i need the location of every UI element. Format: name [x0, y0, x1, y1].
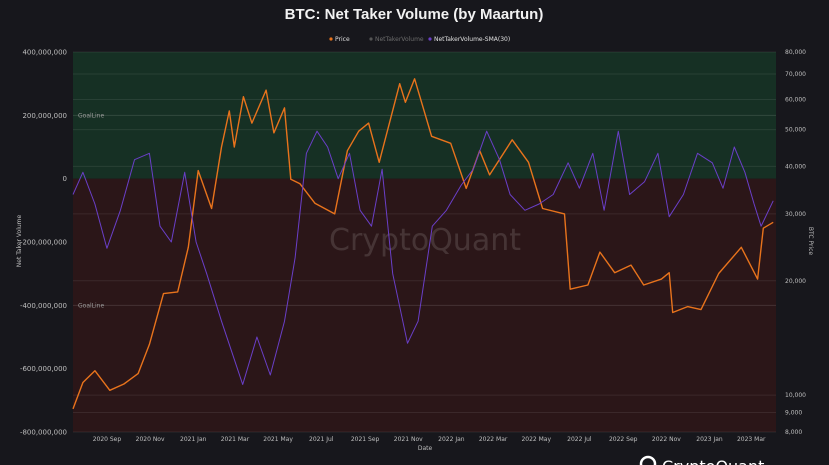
x-tick-label: 2022 Sep — [609, 436, 638, 443]
right-tick-label: 60,000 — [785, 96, 806, 103]
right-tick-label: 40,000 — [785, 163, 806, 170]
left-tick-label: -600,000,000 — [20, 365, 67, 373]
goal-line-label-1: GoalLine — [78, 302, 104, 309]
legend-marker — [329, 37, 333, 41]
legend-item[interactable]: Price — [335, 36, 350, 43]
series-line-price — [72, 78, 774, 410]
background-zones — [73, 52, 776, 432]
right-tick-label: 30,000 — [785, 211, 806, 218]
goal-line-label-0: GoalLine — [78, 112, 104, 119]
left-tick-label: 200,000,000 — [22, 112, 67, 120]
chart-title: BTC: Net Taker Volume (by Maartun) — [285, 6, 544, 23]
brand-logo-icon — [639, 455, 657, 465]
x-tick-label: 2020 Nov — [136, 436, 165, 443]
right-tick-label: 8,000 — [785, 429, 802, 436]
left-tick-label: -800,000,000 — [20, 429, 67, 437]
series-line-nettakervolume-sma-30- — [72, 130, 774, 385]
x-tick-label: 2021 Jul — [309, 436, 334, 443]
x-tick-label: 2022 Nov — [652, 436, 681, 443]
legend-marker — [428, 37, 432, 41]
x-tick-label: 2021 May — [263, 436, 293, 443]
x-tick-label: 2021 Sep — [351, 436, 380, 443]
x-tick-label: 2021 Jan — [180, 436, 207, 443]
x-tick-label: 2023 Mar — [737, 436, 766, 443]
x-tick-label: 2020 Sep — [93, 436, 122, 443]
brand-logo: CryptoQuant — [639, 455, 764, 465]
x-tick-label: 2022 Jan — [438, 436, 465, 443]
series-lines — [72, 78, 774, 410]
right-tick-label: 9,000 — [785, 410, 802, 417]
goal-lines: GoalLine GoalLine — [73, 112, 776, 309]
legend-marker — [369, 37, 373, 41]
left-tick-label: 0 — [63, 175, 67, 183]
right-tick-label: 50,000 — [785, 127, 806, 134]
left-tick-label: 400,000,000 — [22, 49, 67, 57]
x-axis-title: Date — [418, 445, 433, 452]
right-tick-label: 20,000 — [785, 278, 806, 285]
brand-name: CryptoQuant — [662, 457, 764, 465]
zone-1 — [73, 178, 776, 432]
legend-item[interactable]: NetTakerVolume-SMA(30) — [434, 36, 510, 43]
x-tick-label: 2021 Nov — [394, 436, 423, 443]
left-axis-ticks: 400,000,000 200,000,000 0 -200,000,000 -400,… — [20, 49, 67, 437]
x-tick-label: 2022 Jul — [567, 436, 592, 443]
x-axis-ticks: 2020 Sep 2020 Nov 2021 Jan 2021 Mar 2021 May… — [93, 436, 766, 443]
x-tick-label: 2022 Mar — [479, 436, 508, 443]
x-tick-label: 2023 Jan — [696, 436, 723, 443]
left-tick-label: -400,000,000 — [20, 302, 67, 310]
legend-item[interactable]: NetTakerVolume — [375, 36, 424, 43]
x-tick-label: 2021 Mar — [221, 436, 250, 443]
right-tick-label: 10,000 — [785, 392, 806, 399]
watermark: CryptoQuant — [329, 223, 521, 258]
left-axis-title: Net Taker Volume — [16, 214, 23, 267]
right-tick-label: 80,000 — [785, 49, 806, 56]
right-axis-title: BTC Price — [807, 227, 814, 255]
right-axis-ticks: 80,000 70,000 60,000 50,000 40,000 30,000 20,0… — [785, 49, 806, 436]
x-tick-label: 2022 May — [521, 436, 551, 443]
chart-legend: Price NetTakerVolume NetTakerVolume-SMA(30… — [329, 36, 510, 43]
left-tick-label: -200,000,000 — [20, 239, 67, 247]
right-tick-label: 70,000 — [785, 71, 806, 78]
